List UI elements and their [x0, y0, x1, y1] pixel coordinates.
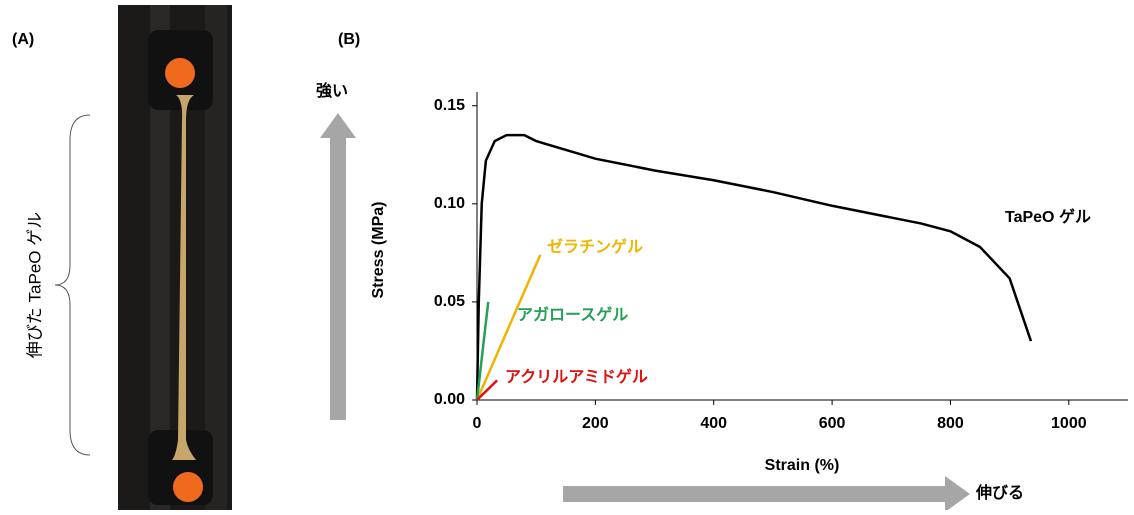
photo — [118, 5, 232, 510]
x-tick-label: 400 — [700, 415, 727, 432]
brace — [54, 114, 91, 456]
series-line — [475, 133, 1033, 401]
series-line — [475, 254, 542, 401]
series-label: アクリルアミドゲル — [505, 367, 648, 386]
y-tick-label: 0.05 — [434, 293, 465, 310]
x-tick-label: 200 — [582, 415, 609, 432]
series-label: アガロースゲル — [517, 305, 628, 324]
y-tick-label: 0.00 — [434, 391, 465, 408]
y-tick-label: 0.15 — [434, 97, 465, 114]
series-label: TaPeO ゲル — [1005, 207, 1091, 226]
x-tick-label: 1000 — [1051, 415, 1087, 432]
y-tick-label: 0.10 — [434, 195, 465, 212]
arrow — [563, 476, 970, 512]
photo-label: 伸びた TaPeO ゲル — [25, 212, 44, 358]
series-line — [476, 379, 498, 401]
x-tick-label: 600 — [819, 415, 846, 432]
x-tick-label: 0 — [473, 415, 482, 432]
arrow — [320, 113, 356, 420]
panel-label: (B) — [338, 31, 360, 48]
x-tick-label: 800 — [937, 415, 964, 432]
arrow-label: 強い — [316, 81, 348, 100]
series-line — [475, 301, 490, 401]
y-axis-label: Stress (MPa) — [370, 202, 387, 299]
x-axis-label: Strain (%) — [765, 457, 840, 474]
series-label: ゼラチンゲル — [547, 237, 643, 256]
panel-label: (A) — [12, 31, 34, 48]
arrow-label: 伸びる — [975, 483, 1024, 502]
